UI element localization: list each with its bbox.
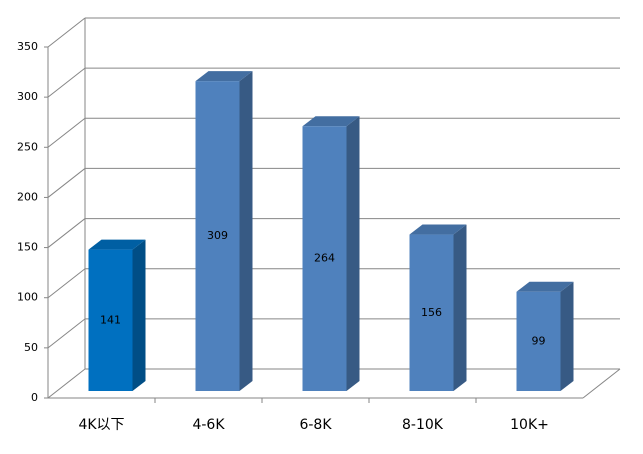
y-tick-label: 100 [17, 291, 38, 304]
x-tick-label: 4-6K [192, 417, 225, 433]
bar [195, 81, 240, 392]
bar-top [409, 224, 467, 235]
bar-side [346, 116, 360, 391]
y-tick-label: 300 [17, 90, 38, 103]
bar-top [516, 281, 574, 292]
value-label: 264 [314, 252, 335, 265]
bar [302, 126, 347, 391]
grid-line [47, 168, 86, 198]
floor-edge [582, 368, 621, 399]
bar-top [302, 116, 360, 127]
bar-top [88, 239, 146, 250]
value-label: 141 [100, 313, 121, 326]
bar-side [453, 224, 467, 391]
value-label: 99 [532, 334, 546, 347]
x-tick-label: 10K+ [510, 417, 549, 433]
x-tick-label: 8-10K [402, 417, 444, 433]
bar-side [560, 281, 574, 391]
x-tick-label: 6-8K [299, 417, 332, 433]
grid-line [47, 368, 86, 399]
grid-line [47, 17, 86, 48]
y-tick-label: 0 [31, 391, 38, 404]
grid-line [47, 268, 86, 299]
grid-line [47, 218, 86, 248]
value-label: 156 [421, 306, 442, 319]
bar-side [239, 71, 253, 392]
bar [409, 234, 454, 391]
value-label: 309 [207, 229, 228, 242]
y-tick-label: 150 [17, 241, 38, 254]
bar-top [195, 71, 253, 82]
y-tick-label: 50 [24, 341, 38, 354]
bar-side [132, 239, 146, 391]
x-tick-label: 4K以下 [78, 417, 124, 433]
grid-line [47, 117, 86, 148]
grid-line [47, 67, 86, 98]
y-tick-label: 350 [17, 40, 38, 53]
grid-line [47, 318, 86, 349]
y-tick-label: 250 [17, 140, 38, 153]
y-tick-label: 200 [17, 190, 38, 203]
bar [88, 249, 133, 391]
bar [516, 291, 561, 391]
